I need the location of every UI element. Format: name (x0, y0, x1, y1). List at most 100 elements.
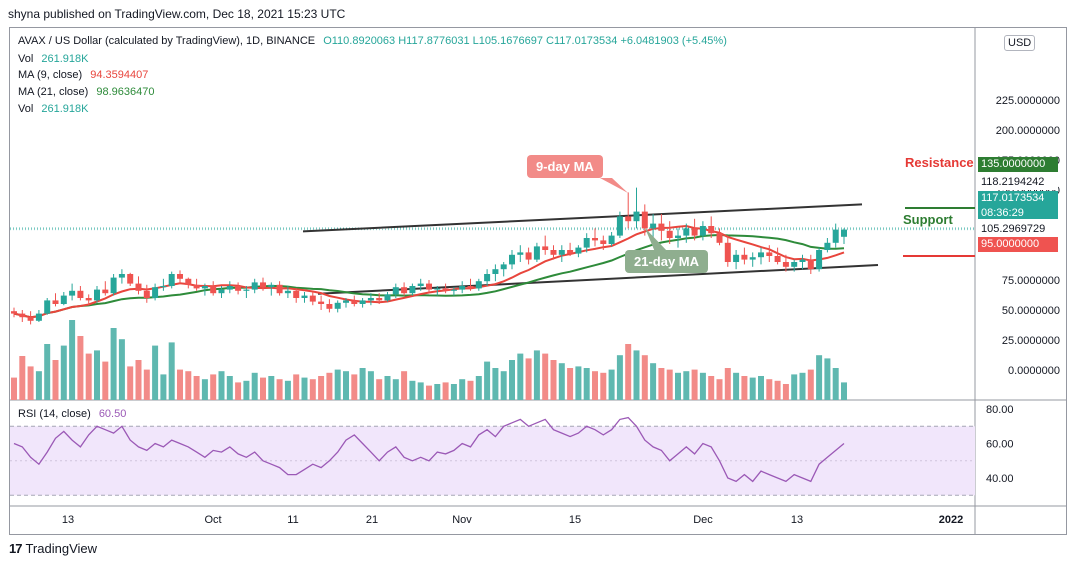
candle-body (641, 211, 648, 229)
ma9-label[interactable]: MA (9, close) (18, 69, 83, 81)
volume-bar (417, 382, 424, 400)
volume-bar (542, 353, 549, 400)
ohlc-values: O110.8920063 H117.8776031 L105.1676697 C… (323, 35, 727, 47)
candle-body (376, 298, 383, 301)
candle-body (492, 269, 499, 274)
volume-bar (807, 369, 814, 400)
candle-body (168, 274, 175, 286)
candle-body (442, 288, 449, 291)
candle-body (600, 240, 607, 244)
support-line-label: 105.2969729 (978, 222, 1058, 237)
time-tick-label: Oct (204, 514, 221, 526)
price-tick-label: 225.0000000 (996, 95, 1060, 107)
candle-body (459, 286, 466, 290)
ma21-bubble-pointer (645, 228, 668, 252)
rsi-tick-label: 40.00 (986, 473, 1014, 485)
candle-body (384, 294, 391, 301)
candle-body (766, 252, 773, 256)
candle-body (35, 313, 42, 321)
candle-body (193, 284, 200, 289)
rsi-tick-label: 80.00 (986, 404, 1014, 416)
candle-body (69, 290, 76, 296)
volume-bar (583, 368, 590, 400)
candle-body (359, 300, 366, 304)
candles (11, 187, 847, 325)
volume-bar (666, 369, 673, 400)
volume-bar (816, 355, 823, 400)
volume-bar (716, 379, 723, 400)
volume-bar (118, 339, 125, 400)
volume-bar (758, 376, 764, 400)
candle-body (509, 254, 515, 265)
volume-bar (376, 379, 383, 400)
brand-name: TradingView (25, 541, 98, 556)
volume-bar (600, 372, 607, 400)
volume-bar (575, 366, 582, 400)
candle-body (724, 242, 731, 262)
candle-body (666, 230, 673, 238)
tradingview-icon: 17 (9, 541, 23, 556)
candle-body (691, 228, 698, 236)
legend-ma9-row: MA (9, close) 94.3594407 (18, 69, 148, 81)
candle-body (633, 211, 640, 222)
volume-bar (558, 363, 565, 400)
candle-body (392, 287, 399, 295)
volume-bar (69, 320, 76, 400)
volume-bar (201, 379, 208, 400)
candle-body (675, 235, 681, 238)
volume-bar (733, 372, 740, 400)
volume-bar (841, 382, 847, 400)
candle-body (160, 286, 167, 288)
volume-bar (185, 371, 192, 400)
volume-bar (442, 382, 449, 400)
volume-bar (301, 377, 308, 400)
candle-body (500, 264, 507, 270)
volume-bar (749, 377, 756, 400)
vol2-value: 261.918K (41, 103, 89, 115)
last-price-value: 117.0173534 (981, 192, 1045, 204)
volume-bar (392, 379, 399, 400)
high-price-label: 118.2194242 (978, 175, 1058, 190)
candle-body (44, 300, 51, 314)
candle-body (309, 295, 316, 302)
support-price-label: 95.0000000 (978, 237, 1058, 252)
volume-bar (475, 376, 482, 400)
volume-bar (251, 372, 258, 400)
support-annotation: Support (903, 212, 953, 227)
candle-body (284, 290, 291, 294)
candle-body (135, 283, 142, 291)
currency-button[interactable]: USD (1004, 35, 1036, 51)
candle-body (816, 250, 823, 270)
candle-body (650, 223, 657, 229)
volume-bar (708, 376, 715, 400)
symbol-title[interactable]: AVAX / US Dollar (calculated by TradingV… (18, 35, 316, 47)
rsi-label[interactable]: RSI (14, close) (18, 408, 91, 420)
candle-body (52, 300, 59, 304)
volume-bar (226, 376, 233, 400)
candle-body (608, 235, 615, 244)
volume-bar (326, 372, 333, 400)
volume-bar (459, 379, 466, 400)
tradingview-logo[interactable]: 17 TradingView (9, 541, 97, 556)
candle-body (799, 259, 806, 262)
ma21-line (13, 233, 845, 319)
volume-bar (567, 368, 574, 400)
volume-bar (434, 384, 441, 400)
legend-title-row: AVAX / US Dollar (calculated by TradingV… (18, 35, 727, 47)
candle-body (152, 287, 159, 298)
volume-bar (168, 342, 175, 400)
candle-body (243, 289, 250, 291)
volume-bar (774, 380, 781, 400)
volume-bar (641, 355, 648, 400)
candle-body (426, 283, 432, 290)
ma21-label[interactable]: MA (21, close) (18, 86, 89, 98)
volume-bar (334, 369, 341, 400)
volume-bar (650, 363, 657, 400)
volume-bar (533, 350, 540, 400)
candle-body (625, 216, 632, 222)
candle-body (367, 298, 374, 301)
vol-value: 261.918K (41, 53, 89, 65)
volume-bar (824, 358, 831, 400)
candle-body (218, 289, 225, 294)
